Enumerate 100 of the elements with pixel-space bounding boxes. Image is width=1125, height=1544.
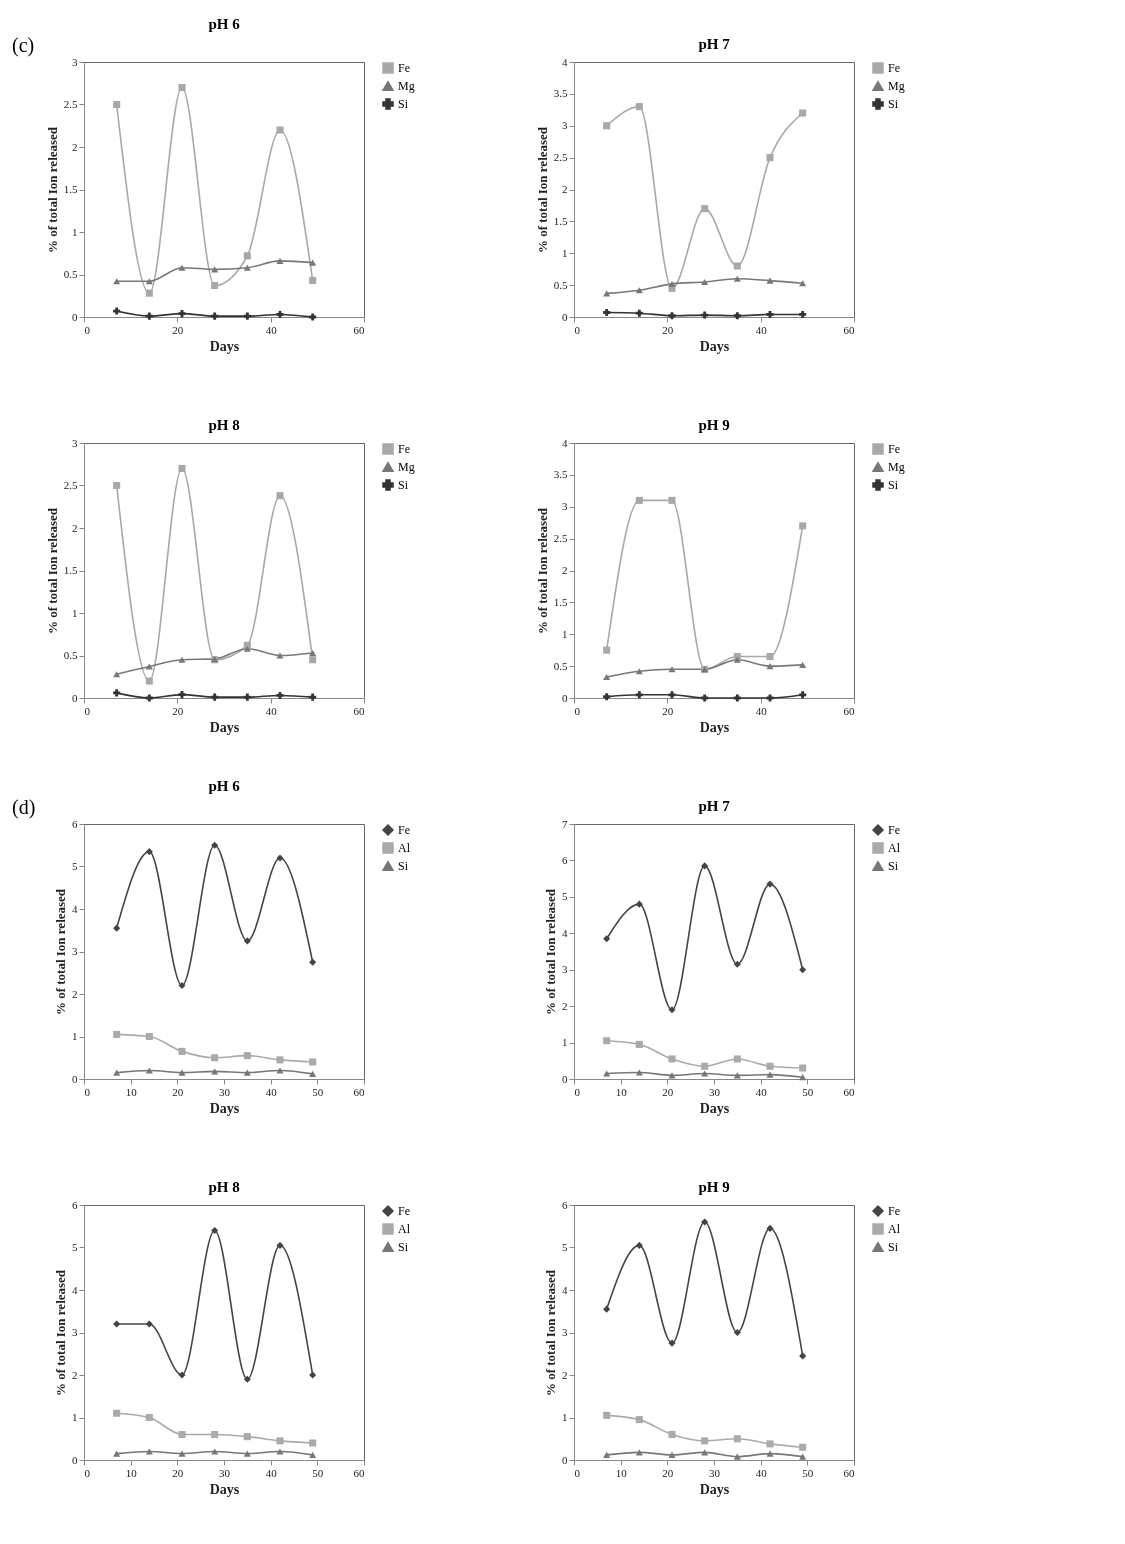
y-tick-label: 0 <box>72 1453 78 1466</box>
x-tick-label: 30 <box>219 1466 231 1479</box>
legend-label: Si <box>888 859 899 873</box>
y-axis-title: % of total Ion released <box>53 1269 68 1397</box>
x-tick-label: 20 <box>172 323 184 336</box>
y-axis-title: % of total Ion released <box>534 126 550 254</box>
x-tick-label: 0 <box>84 323 91 336</box>
x-tick-label: 40 <box>755 323 768 336</box>
y-tick-label: 0 <box>562 1072 568 1085</box>
y-tick-label: 1 <box>562 246 568 259</box>
x-tick-label: 60 <box>353 704 365 717</box>
x-tick-label: 20 <box>172 1085 184 1098</box>
x-tick-label: 20 <box>662 1085 674 1098</box>
x-tick-label: 40 <box>265 1466 278 1479</box>
y-tick-label: 7 <box>562 817 568 830</box>
y-tick-label: 1.5 <box>63 564 78 576</box>
x-tick-label: 40 <box>265 704 278 717</box>
legend-label: Fe <box>888 442 900 456</box>
x-tick-label: 50 <box>802 1085 814 1098</box>
y-tick-label: 2 <box>72 521 78 534</box>
chart-title: pH 7 <box>698 36 731 52</box>
x-tick-label: 60 <box>353 323 365 336</box>
y-tick-label: 1 <box>72 1030 78 1042</box>
legend-label: Al <box>398 841 411 855</box>
x-tick-label: 20 <box>662 323 674 336</box>
y-tick-label: 5 <box>72 1241 78 1253</box>
x-tick-label: 0 <box>574 323 581 336</box>
legend-label: Si <box>398 97 409 111</box>
x-tick-label: 20 <box>662 704 674 717</box>
legend-label: Fe <box>888 1204 900 1218</box>
y-tick-label: 6 <box>562 1198 568 1211</box>
x-tick-label: 30 <box>219 1085 231 1098</box>
chart-title: pH 6 <box>208 16 241 32</box>
y-tick-label: 4 <box>562 55 568 68</box>
y-tick-label: 2 <box>562 564 568 576</box>
chart-title: pH 8 <box>208 417 240 433</box>
text: (d) <box>12 796 36 819</box>
x-tick-label: 30 <box>709 1085 721 1098</box>
x-tick-label: 60 <box>843 1085 855 1098</box>
y-tick-label: 3.5 <box>553 468 568 481</box>
legend-label: Si <box>888 478 899 492</box>
y-tick-label: 0.5 <box>63 649 78 661</box>
x-tick-label: 20 <box>172 1466 184 1479</box>
y-axis-title: % of total Ion released <box>44 126 60 254</box>
y-tick-label: 0 <box>72 1072 78 1085</box>
y-tick-label: 5 <box>72 860 78 872</box>
legend-label: Fe <box>398 61 410 75</box>
y-tick-label: 3 <box>562 500 568 513</box>
legend-label: Fe <box>398 1204 410 1218</box>
legend-label: Mg <box>398 460 415 474</box>
y-tick-label: 1 <box>562 1036 568 1049</box>
legend-label: Fe <box>398 823 410 837</box>
x-tick-label: 0 <box>84 1466 91 1479</box>
y-tick-label: 0 <box>72 691 78 704</box>
x-tick-label: 60 <box>843 323 855 336</box>
chart-title: pH 7 <box>698 798 731 814</box>
x-axis-title: Days <box>209 1100 240 1116</box>
x-axis-title: Days <box>209 1481 240 1497</box>
y-tick-label: 4 <box>72 1283 78 1296</box>
chart-title: pH 9 <box>698 417 730 433</box>
legend-label: Mg <box>888 460 905 474</box>
x-tick-label: 20 <box>662 1466 674 1479</box>
x-axis-title: Days <box>209 338 240 354</box>
chart-title: pH 8 <box>208 1179 240 1195</box>
y-tick-label: 2.5 <box>63 479 78 491</box>
y-axis-title: % of total Ion released <box>543 1269 558 1397</box>
x-tick-label: 40 <box>755 1466 768 1479</box>
legend-label: Mg <box>888 79 905 93</box>
y-tick-label: 3 <box>72 55 78 68</box>
y-tick-label: 3 <box>72 436 78 449</box>
x-tick-label: 40 <box>265 1085 278 1098</box>
legend-label: Mg <box>398 79 415 93</box>
y-tick-label: 4 <box>562 1283 568 1296</box>
y-tick-label: 0 <box>562 1453 568 1466</box>
y-tick-label: 3 <box>562 1326 568 1338</box>
y-tick-label: 2 <box>72 140 78 153</box>
legend-label: Al <box>398 1222 411 1236</box>
x-axis-title: Days <box>699 1100 730 1116</box>
x-tick-label: 20 <box>172 704 184 717</box>
x-tick-label: 0 <box>574 704 581 717</box>
y-tick-label: 1 <box>562 627 568 640</box>
text: (c) <box>12 34 35 57</box>
y-tick-label: 6 <box>72 1198 78 1211</box>
legend-label: Si <box>398 478 409 492</box>
y-tick-label: 3 <box>72 1326 78 1338</box>
x-tick-label: 0 <box>84 1085 91 1098</box>
y-axis-title: % of total Ion released <box>53 888 68 1016</box>
y-tick-label: 2.5 <box>63 98 78 110</box>
y-tick-label: 6 <box>562 853 568 866</box>
y-tick-label: 0.5 <box>553 659 568 672</box>
y-tick-label: 2 <box>562 183 568 195</box>
x-tick-label: 40 <box>265 323 278 336</box>
x-axis-title: Days <box>699 719 730 735</box>
y-tick-label: 1 <box>562 1411 568 1423</box>
y-tick-label: 3 <box>562 119 568 132</box>
y-axis-title: % of total Ion released <box>534 507 550 635</box>
y-tick-label: 3 <box>72 945 78 957</box>
legend-label: Al <box>888 1222 901 1236</box>
legend-label: Si <box>888 97 899 111</box>
y-tick-label: 3 <box>562 963 568 976</box>
